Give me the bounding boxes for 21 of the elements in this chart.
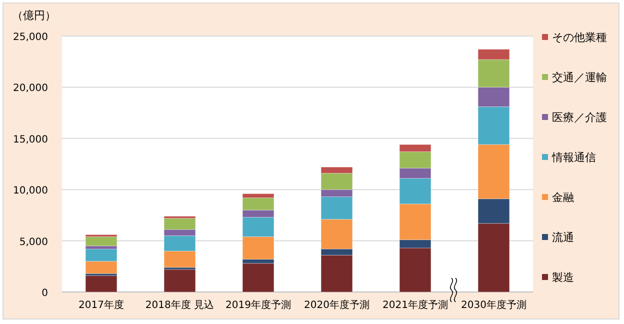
legend-label: その他業種: [552, 31, 607, 44]
y-tick-label: 0: [42, 288, 48, 299]
bar: [85, 236, 118, 246]
y-tick-label: 20,000: [13, 83, 48, 94]
x-tick-label: 2030年度予測: [461, 299, 526, 311]
y-tick-label: 5,000: [19, 236, 48, 248]
legend-label: 製造: [552, 271, 574, 284]
y-tick-label: 10,000: [13, 186, 48, 197]
x-tick-label: 2021年度予測: [382, 299, 448, 311]
x-tick-label: 2020年度予測: [304, 299, 370, 311]
y-tick-label: 15,000: [13, 134, 48, 146]
legend-label: 情報通信: [551, 151, 596, 164]
x-tick-label: 2019年度予測: [226, 299, 291, 311]
y-axis-title: （億円）: [12, 9, 56, 22]
legend-label: 流通: [552, 231, 574, 244]
x-tick-label: 2018年度 見込: [145, 299, 214, 311]
legend-label: 医療／介護: [552, 111, 607, 124]
legend-label: 金融: [552, 191, 574, 204]
y-tick-label: 25,000: [13, 32, 48, 43]
x-tick-label: 2017年度: [78, 299, 124, 311]
legend-label: 交通／運輸: [552, 71, 607, 84]
